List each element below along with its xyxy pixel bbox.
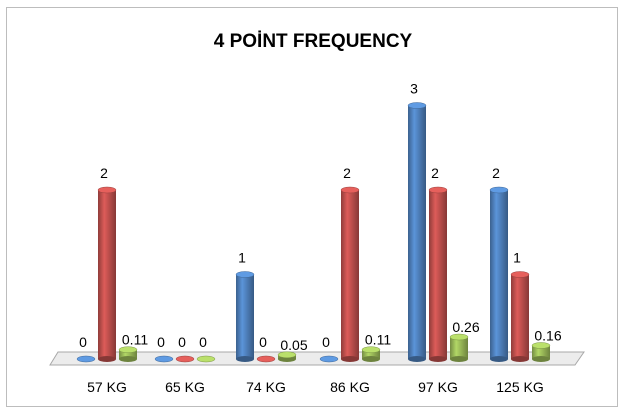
- bar: [361, 346, 381, 362]
- bar: [531, 342, 551, 362]
- data-label: 0: [157, 334, 165, 350]
- data-label: 0.16: [534, 327, 561, 343]
- bar-top: [489, 186, 509, 194]
- data-label: 2: [492, 165, 500, 181]
- bar: [407, 102, 427, 362]
- bar-top: [118, 346, 138, 353]
- bar-top: [196, 355, 216, 363]
- data-label: 3: [410, 81, 418, 97]
- chart-title: 4 POİNT FREQUENCY: [213, 31, 413, 52]
- x-tick-label: 125 KG: [496, 379, 543, 395]
- bar-top: [428, 186, 448, 194]
- data-label: 0.11: [122, 332, 148, 348]
- bar: [97, 186, 117, 362]
- bar-top: [175, 355, 195, 363]
- bar-top: [154, 355, 174, 363]
- data-label: 0: [259, 334, 267, 350]
- bar-top: [510, 271, 530, 278]
- bar-base: [341, 356, 359, 362]
- bar-body: [98, 190, 116, 359]
- bar: [449, 333, 469, 362]
- data-label: 2: [100, 165, 108, 181]
- bar-body: [119, 349, 137, 359]
- bar-base: [119, 356, 137, 362]
- data-label: 2: [431, 165, 439, 181]
- bar-body: [341, 190, 359, 359]
- bar-top: [235, 271, 255, 278]
- data-label: 0: [199, 334, 207, 350]
- bar: [154, 355, 174, 363]
- bar-body: [429, 190, 447, 359]
- bar-body: [490, 190, 508, 359]
- bar-top: [340, 186, 360, 194]
- bar-top: [449, 333, 469, 341]
- bar-base: [429, 356, 447, 362]
- data-label: 2: [343, 165, 351, 181]
- data-label: 1: [238, 250, 246, 266]
- bar: [428, 186, 448, 362]
- bar-body: [236, 274, 254, 359]
- data-label: 0: [79, 334, 87, 350]
- bar: [175, 355, 195, 363]
- bar-top: [407, 102, 427, 109]
- x-tick-label: 57 KG: [87, 379, 127, 395]
- data-label: 1: [513, 250, 521, 266]
- data-label: 0: [322, 334, 330, 350]
- bar: [118, 346, 138, 362]
- data-label: 0.26: [452, 319, 479, 335]
- bar: [277, 351, 297, 362]
- bar-base: [236, 356, 254, 362]
- bar-base: [408, 356, 426, 362]
- bar-base: [532, 356, 550, 362]
- x-tick-label: 97 KG: [418, 379, 458, 395]
- bar: [319, 355, 339, 363]
- bar: [489, 186, 509, 362]
- bar-top: [319, 355, 339, 363]
- bar-body: [511, 274, 529, 359]
- bar: [510, 271, 530, 362]
- bar-top: [531, 342, 551, 349]
- bar: [340, 186, 360, 362]
- bar: [196, 355, 216, 363]
- bar-top: [277, 351, 297, 359]
- bar-top: [76, 355, 96, 363]
- bar-body: [450, 337, 468, 359]
- x-tick-label: 86 KG: [330, 379, 370, 395]
- bar-base: [98, 356, 116, 362]
- bar-body: [532, 345, 550, 359]
- data-label: 0: [178, 334, 186, 350]
- bar-base: [490, 356, 508, 362]
- data-label: 0.11: [365, 332, 391, 348]
- x-tick-label: 74 KG: [246, 379, 286, 395]
- bar-body: [362, 349, 380, 359]
- bar-top: [97, 186, 117, 194]
- bar: [76, 355, 96, 363]
- bar-base: [362, 356, 380, 362]
- bar: [256, 355, 276, 363]
- bar-base: [511, 356, 529, 362]
- x-tick-label: 65 KG: [165, 379, 205, 395]
- bar-top: [361, 346, 381, 353]
- bar-body: [408, 105, 426, 359]
- bar-base: [450, 356, 468, 362]
- bar-top: [256, 355, 276, 363]
- data-label: 0.05: [280, 337, 307, 353]
- bar: [235, 271, 255, 362]
